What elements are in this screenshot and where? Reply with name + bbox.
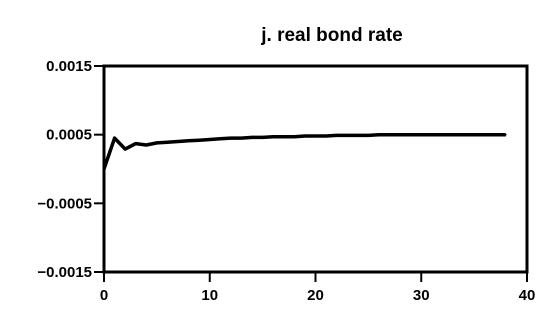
data-point	[346, 134, 349, 137]
data-point	[335, 134, 338, 137]
x-tick-label: 40	[519, 287, 536, 304]
data-point	[156, 142, 158, 144]
y-axis: 0.0015 0.0005 −0.0005 −0.0015	[37, 58, 104, 281]
x-axis: 0 10 20 30 40	[100, 272, 536, 304]
data-point	[261, 136, 264, 139]
data-point	[198, 139, 200, 141]
data-point	[145, 144, 148, 146]
data-point	[325, 135, 327, 137]
data-point	[113, 137, 116, 139]
data-point	[388, 133, 391, 136]
series-line-0	[102, 132, 506, 170]
data-point	[357, 134, 359, 137]
data-point	[399, 133, 401, 136]
x-tick-label: 10	[201, 287, 218, 304]
data-point	[409, 133, 412, 136]
y-tick-label: 0.0015	[46, 58, 92, 75]
data-point	[240, 137, 243, 139]
data-point	[378, 133, 380, 136]
data-point	[304, 135, 306, 137]
data-point	[272, 135, 275, 138]
plot-frame	[102, 64, 529, 274]
x-tick-label: 0	[100, 287, 108, 304]
chart-title: j. real bond rate	[260, 25, 402, 46]
data-point	[473, 133, 475, 136]
data-point	[314, 135, 317, 137]
data-point	[124, 148, 126, 150]
data-point	[251, 136, 253, 139]
data-point	[166, 141, 169, 143]
data-point	[209, 138, 211, 141]
series-group	[102, 132, 507, 170]
x-tick-label: 30	[413, 287, 430, 304]
y-tick-label: −0.0015	[37, 264, 92, 281]
data-point	[420, 133, 423, 136]
data-point	[452, 133, 454, 136]
data-point	[230, 137, 232, 139]
data-point	[483, 133, 486, 136]
data-point	[431, 133, 433, 136]
data-point	[462, 133, 465, 136]
data-point	[505, 133, 507, 136]
data-point	[494, 133, 497, 136]
data-point	[367, 134, 370, 137]
data-point	[134, 142, 137, 145]
data-point	[283, 135, 285, 138]
data-point	[219, 138, 222, 140]
data-point	[293, 135, 296, 138]
data-point	[187, 140, 190, 142]
data-point	[103, 168, 105, 170]
data-point	[177, 140, 179, 143]
y-tick-label: −0.0005	[37, 195, 92, 212]
y-tick-label: 0.0005	[46, 127, 92, 144]
x-tick-label: 20	[307, 287, 324, 304]
data-point	[441, 133, 444, 136]
